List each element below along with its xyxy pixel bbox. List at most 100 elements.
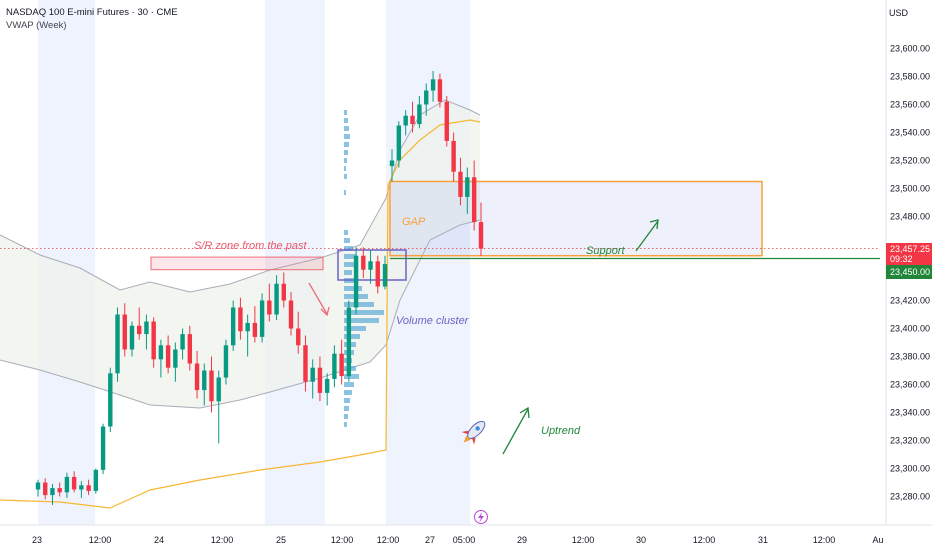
price-tick-label: 23,580.00 — [890, 72, 930, 82]
volume-profile-bar — [344, 246, 353, 251]
volume-profile-bar — [344, 118, 348, 123]
candle-body — [259, 300, 265, 337]
price-tick-label: 23,340.00 — [890, 408, 930, 418]
candle-body — [403, 115, 408, 126]
candle-body — [451, 140, 456, 172]
price-tick-label: 23,400.00 — [890, 324, 930, 334]
candle-body — [281, 283, 286, 301]
price-tick-label: 23,500.00 — [890, 184, 930, 194]
volume-profile-bar — [344, 166, 346, 171]
currency-label: USD — [888, 8, 908, 18]
time-tick-label: Au — [872, 535, 883, 545]
time-tick-label: 12:00 — [211, 535, 234, 545]
time-tick-label: 23 — [32, 535, 42, 545]
candle-body — [50, 488, 55, 496]
price-tick-label: 23,540.00 — [890, 128, 930, 138]
vwap-upper-band — [0, 99, 481, 293]
rocket-window — [475, 426, 480, 431]
candle-body — [368, 261, 373, 270]
volume-profile-bar — [344, 302, 374, 307]
time-tick-label: 05:00 — [453, 535, 476, 545]
candle-body — [303, 345, 308, 382]
candle-body — [245, 322, 250, 332]
price-tick-label: 23,280.00 — [890, 492, 930, 502]
candle-body — [180, 334, 185, 350]
candle-body — [375, 261, 380, 287]
price-tick-label: 23,600.00 — [890, 44, 930, 54]
uptrend-arrow — [502, 408, 529, 455]
symbol-title[interactable]: NASDAQ 100 E-mini Futures · 30 · CME — [6, 7, 178, 18]
price-tick-label: 23,420.00 — [890, 296, 930, 306]
candle-body — [223, 345, 229, 378]
support-arrow — [635, 220, 659, 252]
candle-body — [471, 177, 477, 223]
candle-body — [129, 325, 135, 350]
lightning-bolt — [478, 512, 484, 523]
volume-cluster-annotation: Volume cluster — [396, 315, 469, 327]
time-tick-label: 25 — [276, 535, 286, 545]
volume-profile-bar — [344, 422, 347, 427]
support-price-tag: 23,450.00 — [886, 265, 932, 279]
candle-body — [187, 334, 193, 364]
rocket-fin — [461, 430, 469, 435]
candle-body — [444, 101, 449, 141]
support-arrow-head — [649, 219, 659, 230]
candle-body — [144, 321, 149, 335]
candle-body — [267, 300, 272, 315]
volume-profile-bar — [344, 398, 350, 403]
support-annotation: Support — [586, 245, 625, 257]
volume-profile-bar — [344, 174, 347, 179]
candle-body — [410, 115, 415, 125]
sr-arrow — [308, 282, 328, 315]
price-tick-label: 23,360.00 — [890, 380, 930, 390]
candle-body — [346, 307, 352, 377]
gap-zone — [389, 180, 763, 257]
candle-body — [332, 353, 337, 379]
candle-body — [324, 378, 330, 393]
volume-profile-bar — [344, 406, 349, 411]
candle-body — [465, 177, 470, 197]
candle-body — [108, 373, 113, 427]
volume-profile-bar — [344, 334, 360, 339]
volume-profile-bar — [344, 126, 349, 131]
time-tick-label: 12:00 — [89, 535, 112, 545]
volume-profile-bar — [344, 150, 348, 155]
volume-profile-bar — [344, 262, 354, 267]
candle-body — [353, 255, 359, 308]
candle-body — [317, 367, 323, 393]
candle-body — [339, 353, 344, 377]
candle-body — [310, 367, 315, 382]
sr-zone — [150, 256, 324, 271]
volume-profile-bar — [344, 190, 346, 195]
gap-annotation: GAP — [402, 216, 426, 228]
volume-profile-bar — [344, 286, 362, 291]
volume-profile-bar — [344, 374, 359, 379]
price-tick-label: 23,560.00 — [890, 100, 930, 110]
candle-body — [79, 485, 84, 490]
candle-body — [417, 104, 422, 125]
indicator-label[interactable]: VWAP (Week) — [6, 20, 67, 31]
time-tick-label: 12:00 — [813, 535, 836, 545]
volume-profile-bar — [344, 230, 348, 235]
volume-profile-bar — [344, 158, 347, 163]
candle-body — [238, 307, 243, 332]
volume-profile-bar — [344, 134, 350, 139]
candle-body — [151, 321, 156, 360]
current-price-tag: 23,457.25 09:32 — [886, 243, 932, 268]
price-tick-label: 23,320.00 — [890, 436, 930, 446]
volume-profile-bar — [344, 326, 366, 331]
candle-body — [71, 476, 77, 490]
candle-body — [478, 222, 484, 249]
candle-body — [389, 160, 395, 167]
time-tick-label: 31 — [758, 535, 768, 545]
rocket-icon — [461, 420, 486, 445]
candle-body — [382, 264, 388, 287]
volume-cluster-box — [337, 249, 407, 281]
candle-body — [230, 307, 236, 346]
time-tick-label: 24 — [154, 535, 164, 545]
time-tick-label: 29 — [517, 535, 527, 545]
candle-body — [64, 476, 70, 493]
volume-profile-bar — [344, 310, 384, 315]
candle-body — [137, 325, 142, 335]
